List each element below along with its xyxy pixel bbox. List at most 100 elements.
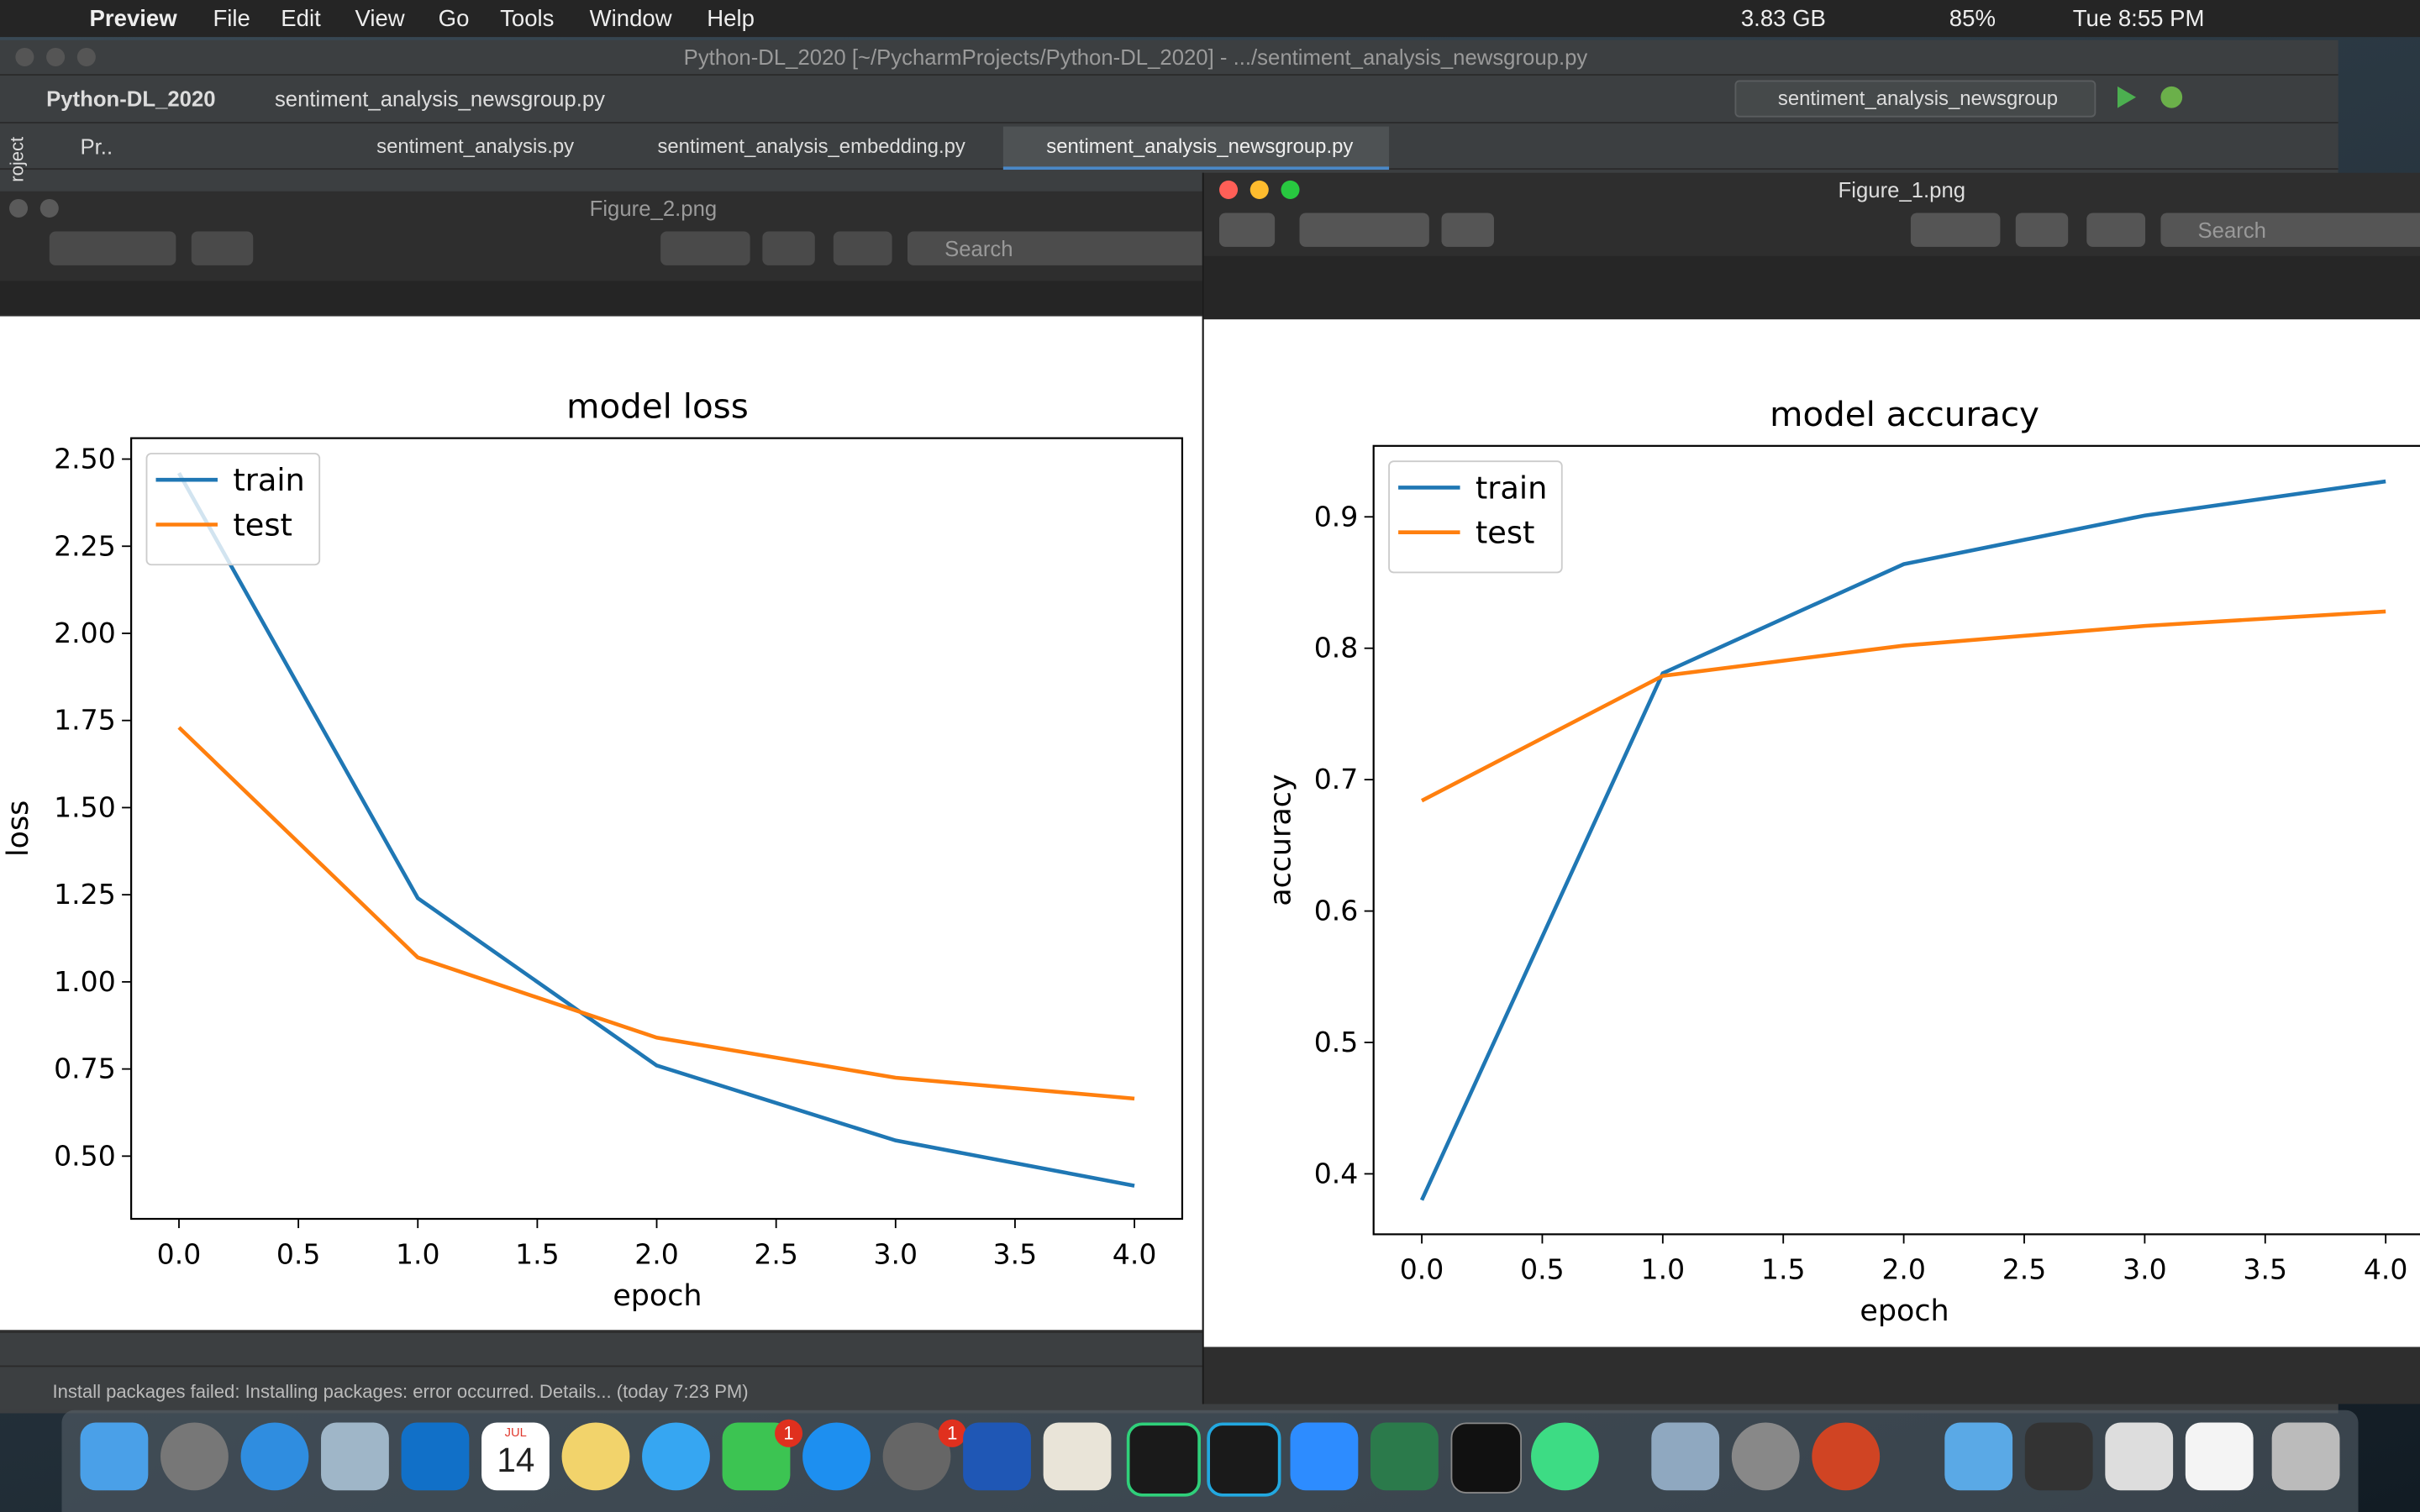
- search-field[interactable]: Search: [908, 231, 1202, 265]
- editor-tab[interactable]: sentiment_analysis_embedding.py: [657, 134, 965, 158]
- editor-tab[interactable]: sentiment_analysis_newsgroup.py: [1046, 134, 1354, 158]
- trash-icon[interactable]: [2271, 1422, 2340, 1491]
- app-menu[interactable]: Preview: [89, 6, 177, 33]
- x-tick-label: 1.5: [515, 1237, 560, 1270]
- share-button[interactable]: [191, 231, 254, 265]
- chart-title: model accuracy: [1770, 394, 2039, 434]
- notification-badge: 1: [775, 1419, 803, 1447]
- zoom-buttons[interactable]: [49, 231, 176, 265]
- active-tab-bg[interactable]: [1002, 126, 1390, 171]
- project-tool-label[interactable]: roject: [6, 136, 29, 182]
- dock: JUL 14 1 1: [61, 1410, 2359, 1512]
- share-button[interactable]: [1441, 213, 1494, 247]
- debug-button[interactable]: [2160, 86, 2183, 108]
- calendar-icon[interactable]: [481, 1422, 550, 1491]
- series-line: [177, 726, 1135, 1101]
- annotate-button[interactable]: [833, 231, 892, 265]
- markup-button[interactable]: [660, 231, 750, 265]
- memory-status[interactable]: 3.83 GB: [1740, 6, 1826, 33]
- launchpad-icon[interactable]: [160, 1422, 229, 1491]
- window-title: Figure_2.png: [589, 196, 718, 221]
- project-tab[interactable]: Pr..: [80, 134, 113, 160]
- zoom-button[interactable]: [76, 47, 96, 66]
- minimize-button[interactable]: [1249, 180, 1269, 199]
- powerpoint-icon[interactable]: [1812, 1422, 1881, 1491]
- player-icon[interactable]: [1370, 1422, 1439, 1491]
- y-tick-label: 0.9: [1314, 500, 1359, 533]
- zoom-buttons[interactable]: [1299, 213, 1429, 247]
- y-tick-label: 2.00: [54, 617, 116, 649]
- preview-window: Figure_2.png Search model loss 0.0 0.5 1.0 1…: [0, 191, 1202, 1333]
- clock[interactable]: Tue 8:55 PM: [2072, 6, 2205, 33]
- battery-status[interactable]: 85%: [1949, 6, 1996, 33]
- menu-item[interactable]: Edit: [281, 6, 321, 33]
- menu-item[interactable]: Tools: [500, 6, 555, 33]
- search-field[interactable]: Search: [2160, 213, 2420, 247]
- preview-window: Figure_1.png Search model accuracy 0.0 0.5…: [1202, 172, 2420, 1404]
- menu-item[interactable]: Help: [707, 6, 755, 33]
- minimize-button[interactable]: [39, 198, 59, 218]
- photos-icon[interactable]: [561, 1422, 630, 1491]
- toolbar-gap: [1203, 255, 2420, 320]
- run-button[interactable]: [2118, 86, 2137, 108]
- messages-icon[interactable]: [642, 1422, 710, 1491]
- menu-item[interactable]: View: [355, 6, 405, 33]
- markup-button[interactable]: [1910, 213, 2001, 247]
- menu-item[interactable]: Go: [438, 6, 470, 33]
- finder-icon[interactable]: [80, 1422, 149, 1491]
- chart-title: model loss: [566, 386, 749, 427]
- calendar-day: 14: [497, 1441, 535, 1480]
- status-message[interactable]: Install packages failed: Installing pack…: [52, 1380, 749, 1403]
- annotate-button[interactable]: [2086, 213, 2146, 247]
- breadcrumb[interactable]: Python-DL_2020: [46, 86, 216, 112]
- close-button[interactable]: [9, 198, 29, 218]
- menu-item[interactable]: Window: [589, 6, 672, 33]
- y-tick-label: 1.50: [54, 790, 116, 823]
- zoom-icon[interactable]: [1290, 1422, 1359, 1491]
- android-studio-icon[interactable]: [1531, 1422, 1599, 1491]
- x-tick-label: 3.0: [2123, 1253, 2167, 1286]
- notification-badge: 1: [938, 1419, 966, 1447]
- window-title: Figure_1.png: [1838, 177, 1966, 202]
- sidebar-button[interactable]: [1219, 213, 1276, 247]
- rotate-button[interactable]: [762, 231, 815, 265]
- menu-item[interactable]: File: [213, 6, 250, 33]
- webstorm-icon[interactable]: [1207, 1422, 1281, 1497]
- y-tick-label: 0.4: [1314, 1157, 1359, 1189]
- activity-icon[interactable]: [1731, 1422, 1800, 1491]
- rotate-button[interactable]: [2015, 213, 2069, 247]
- y-tick-label: 0.8: [1314, 632, 1359, 664]
- axes-frame: [130, 437, 1184, 1221]
- legend-label: test: [1476, 515, 1535, 551]
- x-tick-label: 2.5: [2002, 1253, 2047, 1286]
- minimize-button[interactable]: [46, 47, 66, 66]
- x-tick-label: 0.0: [1400, 1253, 1444, 1286]
- close-button[interactable]: [1219, 180, 1239, 199]
- legend-label: test: [233, 507, 292, 543]
- run-config-box[interactable]: [1734, 80, 2096, 118]
- y-tick-label: 1.25: [54, 878, 116, 911]
- window-title: Python-DL_2020 [~/PycharmProjects/Python…: [683, 45, 1588, 70]
- window-thumbnail[interactable]: [2105, 1422, 2174, 1491]
- terminal-icon[interactable]: [1450, 1422, 1523, 1494]
- folder-icon[interactable]: [1944, 1422, 2013, 1491]
- close-button[interactable]: [15, 47, 34, 66]
- run-config[interactable]: sentiment_analysis_newsgroup: [1777, 86, 2059, 110]
- x-tick-label: 0.0: [157, 1237, 202, 1270]
- safari-icon[interactable]: [240, 1422, 309, 1491]
- app-store-icon[interactable]: [802, 1422, 871, 1491]
- pycharm-icon[interactable]: [1126, 1422, 1201, 1497]
- window-thumbnail[interactable]: [2024, 1422, 2093, 1491]
- word-icon[interactable]: [963, 1422, 1031, 1491]
- document-thumbnail[interactable]: [2185, 1422, 2254, 1491]
- editor-tab[interactable]: sentiment_analysis.py: [376, 134, 575, 158]
- series-line: [1420, 609, 2386, 803]
- x-tick-label: 0.5: [276, 1237, 321, 1270]
- python-icon[interactable]: [1043, 1422, 1112, 1491]
- mail-icon[interactable]: [321, 1422, 389, 1491]
- outlook-icon[interactable]: [401, 1422, 470, 1491]
- breadcrumb[interactable]: sentiment_analysis_newsgroup.py: [274, 86, 606, 112]
- preview-icon[interactable]: [1651, 1422, 1720, 1491]
- zoom-button[interactable]: [1281, 180, 1300, 199]
